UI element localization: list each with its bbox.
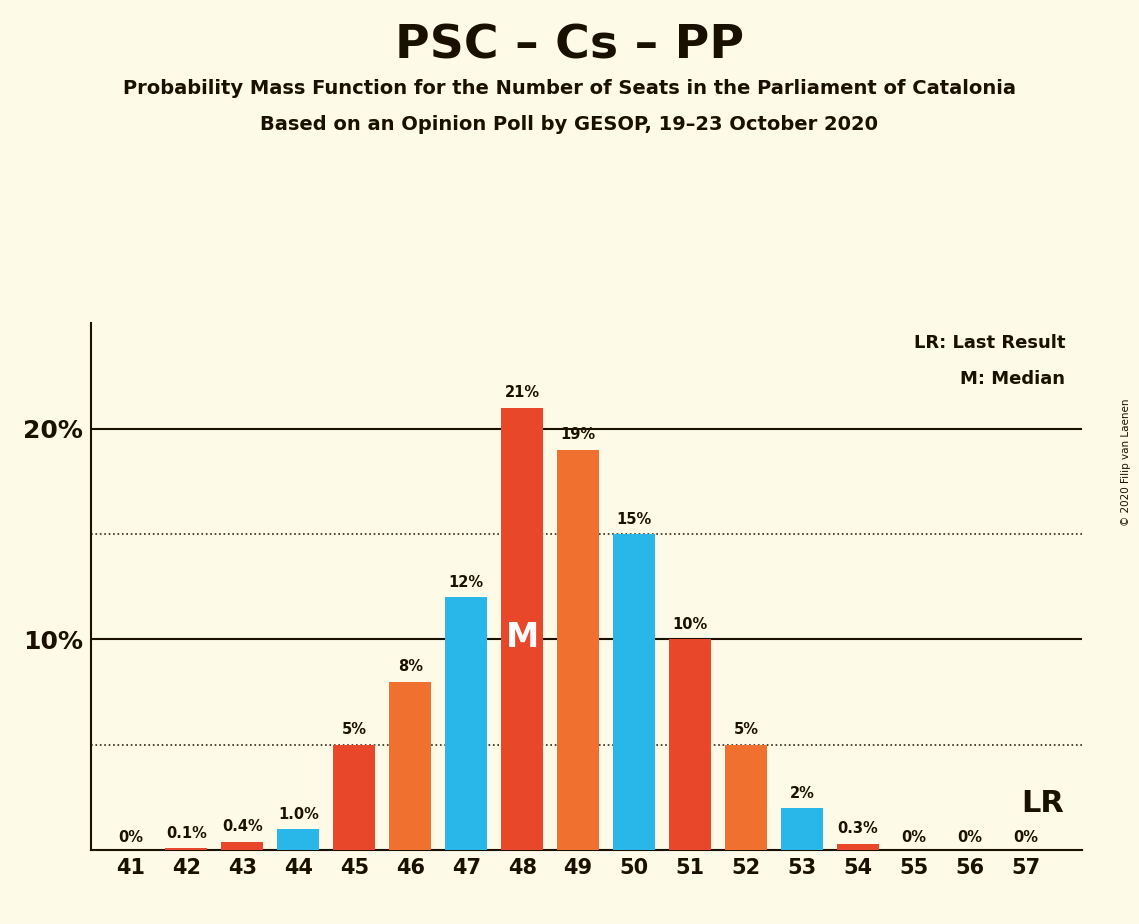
Bar — [557, 450, 599, 850]
Bar — [390, 682, 432, 850]
Text: LR: Last Result: LR: Last Result — [913, 334, 1065, 352]
Bar — [334, 745, 375, 850]
Text: 10%: 10% — [672, 617, 707, 632]
Text: 5%: 5% — [734, 723, 759, 737]
Bar — [165, 848, 207, 850]
Bar — [221, 842, 263, 850]
Text: 15%: 15% — [616, 512, 652, 527]
Text: 0%: 0% — [1014, 830, 1039, 845]
Text: 0.3%: 0.3% — [838, 821, 878, 836]
Bar — [837, 844, 879, 850]
Bar — [726, 745, 768, 850]
Bar — [501, 407, 543, 850]
Text: M: Median: M: Median — [960, 370, 1065, 388]
Text: 0.4%: 0.4% — [222, 820, 263, 834]
Bar — [669, 639, 711, 850]
Text: 12%: 12% — [449, 575, 484, 590]
Text: 21%: 21% — [505, 385, 540, 400]
Text: M: M — [506, 621, 539, 654]
Text: Probability Mass Function for the Number of Seats in the Parliament of Catalonia: Probability Mass Function for the Number… — [123, 79, 1016, 98]
Text: PSC – Cs – PP: PSC – Cs – PP — [395, 23, 744, 68]
Bar — [277, 829, 319, 850]
Text: 0%: 0% — [117, 830, 142, 845]
Text: 0.1%: 0.1% — [166, 826, 207, 841]
Text: © 2020 Filip van Laenen: © 2020 Filip van Laenen — [1121, 398, 1131, 526]
Text: 0%: 0% — [902, 830, 927, 845]
Text: 8%: 8% — [398, 659, 423, 675]
Text: LR: LR — [1022, 789, 1064, 819]
Text: 2%: 2% — [789, 785, 814, 800]
Text: 5%: 5% — [342, 723, 367, 737]
Text: 19%: 19% — [560, 428, 596, 443]
Text: 1.0%: 1.0% — [278, 807, 319, 821]
Bar — [613, 534, 655, 850]
Text: Based on an Opinion Poll by GESOP, 19–23 October 2020: Based on an Opinion Poll by GESOP, 19–23… — [261, 116, 878, 135]
Bar — [781, 808, 823, 850]
Bar — [445, 597, 487, 850]
Text: 0%: 0% — [958, 830, 983, 845]
